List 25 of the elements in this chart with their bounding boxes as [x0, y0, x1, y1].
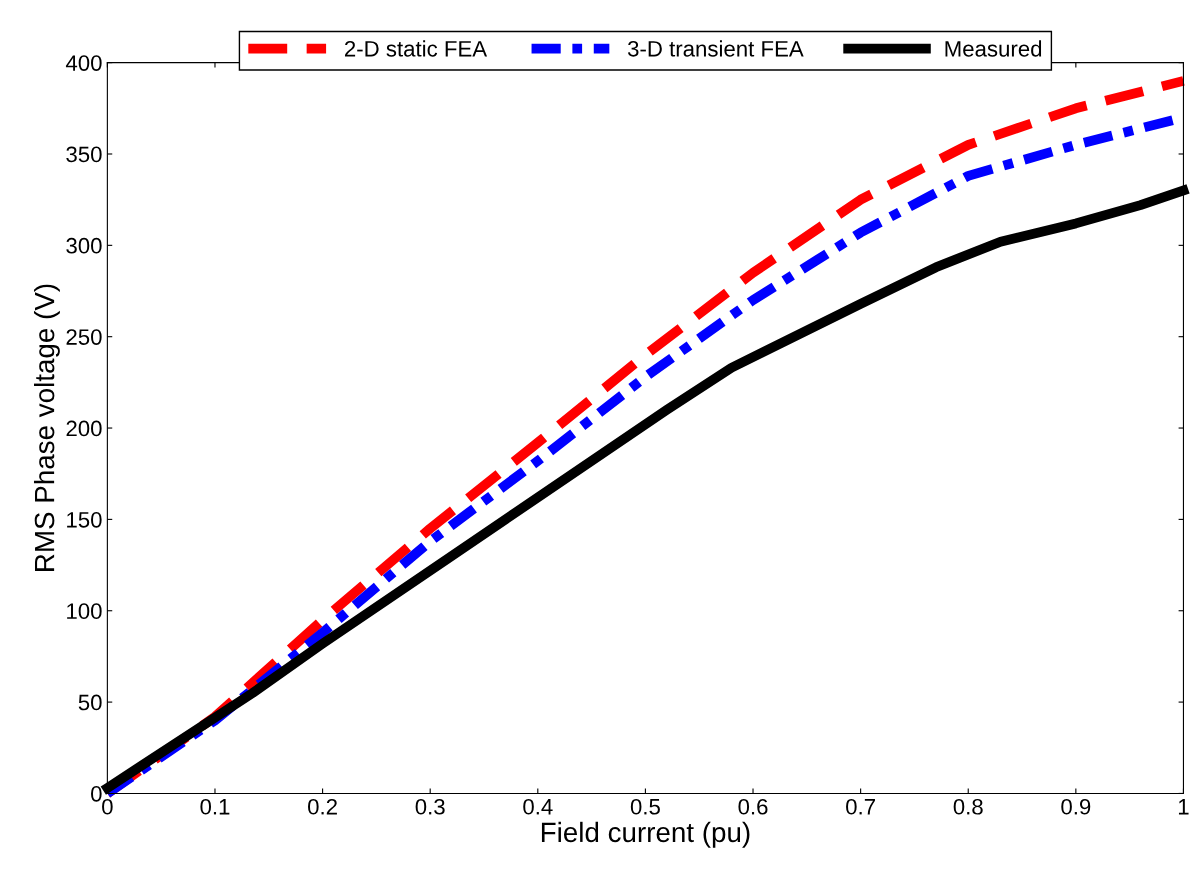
- x-tick-label: 0.2: [308, 798, 337, 815]
- y-tick-label: 300: [66, 237, 102, 254]
- legend-label: Measured: [945, 40, 1042, 57]
- x-axis-title: Field current (pu): [541, 821, 750, 848]
- legend-label: 3-D transient FEA: [627, 40, 804, 57]
- y-tick-label: 250: [66, 329, 102, 345]
- y-tick-label: 150: [67, 511, 102, 528]
- y-tick-label: 0: [91, 785, 102, 802]
- y-tick-label: 350: [66, 146, 102, 163]
- x-tick-label: 0: [102, 798, 113, 815]
- y-tick-label: 200: [66, 420, 102, 437]
- y-tick-label: 400: [65, 55, 102, 71]
- x-tick-label: 0.1: [200, 798, 230, 815]
- x-tick-label: 0.4: [523, 798, 553, 815]
- x-tick-label: 0.5: [630, 798, 660, 815]
- x-tick-label: 1: [1178, 799, 1189, 815]
- y-axis-title: RMS Phase voltage (V): [33, 284, 60, 571]
- x-tick-label: 0.9: [1061, 798, 1091, 815]
- y-tick-label: 50: [78, 694, 102, 711]
- x-tick-label: 0.6: [738, 798, 768, 815]
- legend-label: 2-D static FEA: [344, 40, 488, 57]
- x-tick-label: 0.7: [846, 798, 875, 815]
- x-tick-label: 0.3: [415, 798, 445, 815]
- x-tick-label: 0.8: [953, 798, 983, 815]
- y-tick-label: 100: [67, 603, 102, 620]
